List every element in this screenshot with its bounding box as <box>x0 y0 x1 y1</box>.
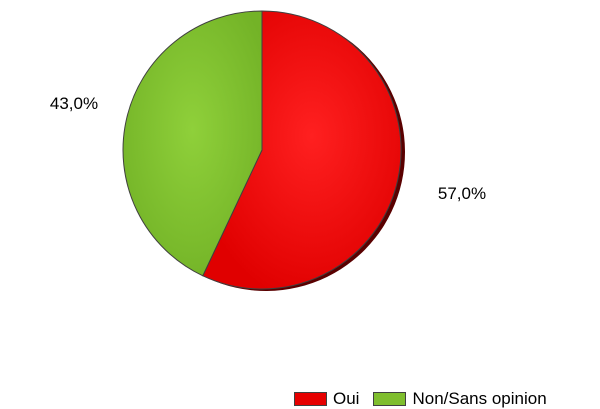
legend: Oui Non/Sans opinion <box>294 389 547 409</box>
legend-label-non-sans-opinion: Non/Sans opinion <box>412 389 547 408</box>
legend-swatch-non-sans-opinion <box>373 392 407 406</box>
legend-swatch-oui <box>294 392 327 406</box>
legend-label-oui: Oui <box>333 389 360 408</box>
data-label-non-sans-opinion: 43,0% <box>50 94 98 113</box>
legend-item-non-sans-opinion: Non/Sans opinion <box>373 389 547 409</box>
pie-slice-oui <box>202 10 402 290</box>
legend-item-oui: Oui <box>294 389 359 409</box>
data-label-oui: 57,0% <box>438 184 486 203</box>
pie-slice-non-sans-opinion <box>122 10 263 277</box>
